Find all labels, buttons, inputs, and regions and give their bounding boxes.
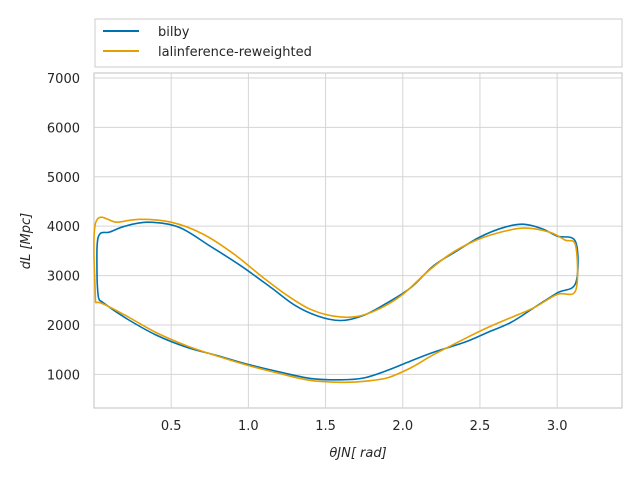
y-tick-label: 6000 — [47, 121, 80, 136]
grid — [94, 73, 622, 408]
x-tick-label: 2.5 — [470, 419, 491, 434]
y-tick-label: 4000 — [47, 220, 80, 235]
x-tick-label: 1.0 — [238, 419, 259, 434]
x-tick-label: 3.0 — [547, 419, 568, 434]
y-tick-labels: 1000 2000 3000 4000 5000 6000 7000 — [47, 72, 80, 383]
legend: bilby lalinference-reweighted — [94, 18, 623, 68]
legend-label: lalinference-reweighted — [158, 45, 312, 60]
y-tick-label: 2000 — [47, 319, 80, 334]
series-layer — [93, 216, 579, 384]
x-tick-label: 1.5 — [315, 419, 336, 434]
plot-area — [93, 72, 623, 409]
y-tick-label: 1000 — [47, 368, 80, 383]
x-axis-label: θJN[ rad] — [329, 446, 386, 461]
legend-label: bilby — [158, 25, 190, 40]
x-tick-labels: 0.5 1.0 1.5 2.0 2.5 3.0 — [161, 419, 568, 434]
y-tick-label: 5000 — [47, 171, 80, 186]
plot-frame — [93, 72, 623, 409]
y-tick-label: 7000 — [47, 72, 80, 87]
y-axis-label: dL [Mpc] — [19, 213, 34, 269]
x-tick-label: 0.5 — [161, 419, 182, 434]
series-line-lalinference-reweighted — [93, 216, 579, 384]
legend-box — [94, 18, 623, 68]
y-tick-label: 3000 — [47, 270, 80, 285]
x-tick-label: 2.0 — [392, 419, 413, 434]
